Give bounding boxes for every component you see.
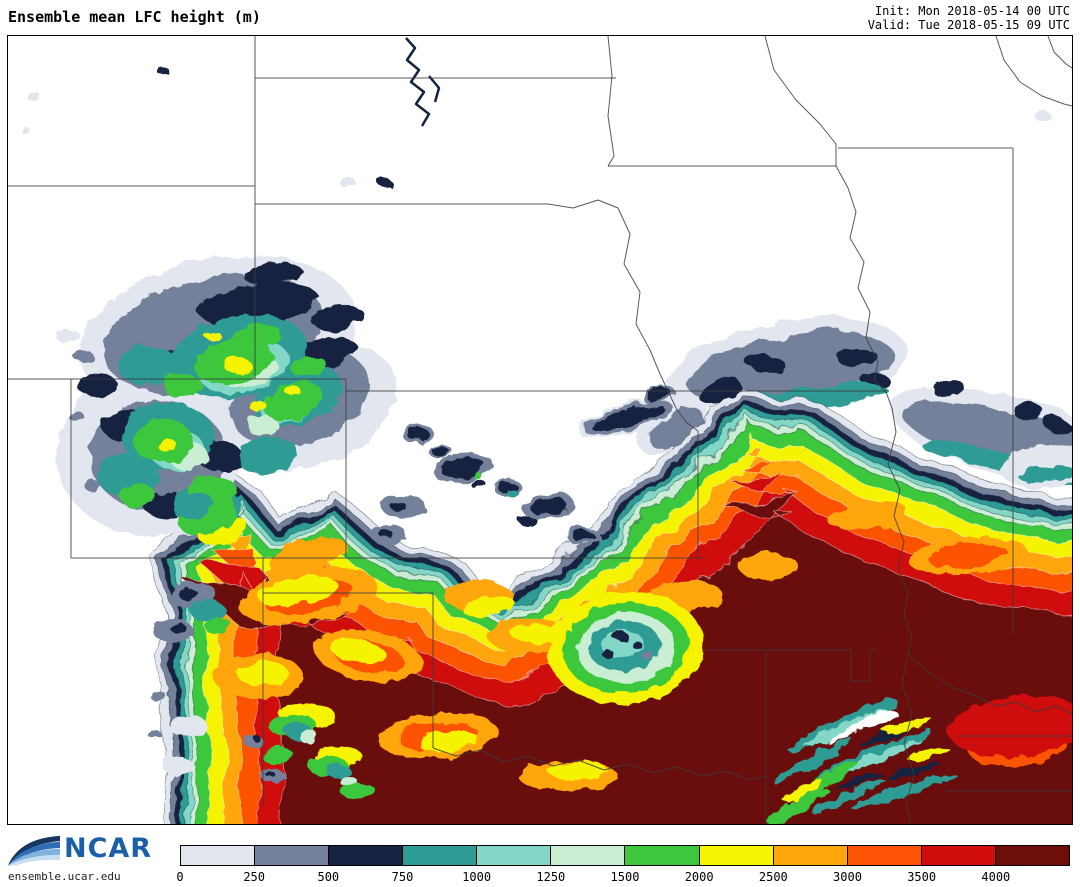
valid-time: Valid: Tue 2018-05-15 09 UTC [867, 18, 1070, 32]
colorbar-cell-250 [254, 845, 330, 866]
colorbar-cell-3500 [920, 845, 996, 866]
colorbar-cell-4000 [994, 845, 1070, 866]
page-title: Ensemble mean LFC height (m) [8, 8, 261, 26]
colorbar-cell-1250 [550, 845, 626, 866]
colorbar-tick-label: 750 [391, 870, 414, 884]
footer: NCAR ensemble.ucar.edu 0 250 500 750 1000 125… [0, 825, 1080, 887]
header: Ensemble mean LFC height (m) Init: Mon 2… [0, 0, 1080, 35]
colorbar-tick-label: 4000 [981, 870, 1011, 884]
forecast-map [8, 36, 1072, 824]
colorbar [180, 845, 1070, 866]
colorbar-tick-label: 1500 [610, 870, 640, 884]
colorbar-labels: 0 250 500 750 1000 1250 1500 2000 2500 3000 3500 40… [176, 870, 1070, 884]
central-spots [370, 384, 1072, 545]
colorbar-tick-label: 1000 [462, 870, 492, 884]
ncar-logo: NCAR [8, 829, 152, 867]
colorbar-tick-label: 3500 [907, 870, 937, 884]
colorbar-cell-0 [180, 845, 256, 866]
colorbar-cell-2500 [772, 845, 848, 866]
river-line [405, 37, 441, 127]
western-speckles [21, 67, 1051, 643]
colorbar-cell-1500 [624, 845, 700, 866]
colorbar-cell-1000 [476, 845, 552, 866]
colorbar-tick-label: 3000 [833, 870, 862, 884]
init-time: Init: Mon 2018-05-14 00 UTC [874, 4, 1070, 18]
colorbar-tick-label: 1250 [536, 870, 566, 884]
colorbar-tick-label: 0 [176, 870, 184, 884]
site-url: ensemble.ucar.edu [8, 870, 121, 883]
colorbar-tick-label: 250 [243, 870, 265, 884]
colorbar-cell-2000 [698, 845, 774, 866]
colorbar-cell-500 [328, 845, 404, 866]
colorbar-cell-750 [402, 845, 478, 866]
colorbar-cell-3000 [846, 845, 922, 866]
ncar-logo-text: NCAR [64, 832, 153, 864]
colorbar-tick-label: 500 [317, 870, 340, 884]
run-times: Init: Mon 2018-05-14 00 UTC Valid: Tue 2… [868, 4, 1070, 32]
colorbar-tick-label: 2500 [758, 870, 788, 884]
ncar-logo-icon [8, 835, 60, 866]
map-frame [7, 35, 1073, 825]
colorbar-tick-label: 2000 [684, 870, 714, 884]
state-borders [8, 36, 1072, 824]
